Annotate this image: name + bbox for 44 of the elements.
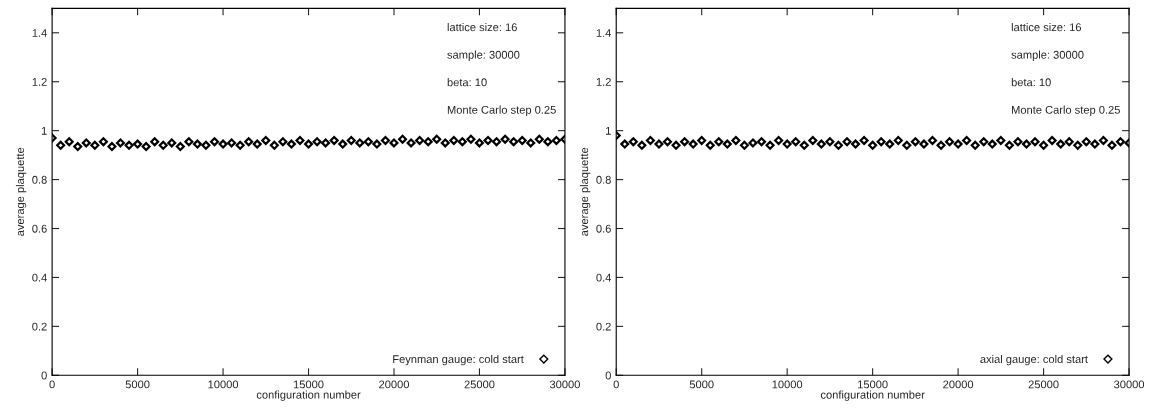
y-tick-label: 0.6 [32, 224, 47, 233]
y-tick-label: 0.2 [596, 322, 611, 331]
x-tick-label: 30000 [549, 380, 580, 389]
annotation: lattice size: 16 [1011, 23, 1082, 32]
y-tick-label: 0.8 [32, 175, 47, 184]
x-tick-label: 25000 [1028, 380, 1059, 389]
y-tick-label: 0.4 [596, 273, 612, 282]
x-tick-label: 0 [49, 380, 55, 389]
y-axis-title: average plaquette [15, 147, 27, 236]
x-tick-label: 25000 [464, 380, 495, 389]
x-tick-label: 20000 [379, 380, 410, 389]
y-tick-label: 1.2 [596, 78, 611, 86]
y-tick-label: 0.8 [596, 175, 611, 184]
x-tick-label: 15000 [293, 380, 324, 389]
x-tick-label: 5000 [689, 380, 714, 389]
x-tick-label: 10000 [208, 380, 239, 389]
legend-label: Feynman gauge: cold start [393, 354, 524, 366]
legend-label: axial gauge: cold start [980, 354, 1088, 366]
annotation: Monte Carlo step 0.25 [447, 105, 556, 116]
y-axis-title: average plaquette [580, 147, 591, 236]
x-tick-label: 0 [613, 380, 619, 389]
y-tick-label: 1.2 [32, 78, 47, 86]
x-axis-title: configuration number [820, 390, 925, 401]
x-tick-label: 5000 [125, 380, 150, 389]
y-tick-label: 0.4 [32, 273, 47, 282]
annotation: lattice size: 16 [447, 23, 517, 32]
annotation: beta: 10 [1011, 78, 1051, 87]
x-tick-label: 20000 [943, 380, 974, 389]
y-tick-label: 1.4 [596, 29, 612, 37]
y-tick-label: 0.6 [596, 224, 611, 233]
x-axis-title: configuration number [256, 390, 361, 401]
y-tick-label: 1.4 [32, 29, 47, 37]
annotation: beta: 10 [447, 78, 487, 87]
y-tick-label: 0 [41, 371, 47, 380]
y-tick-label: 1 [606, 127, 611, 135]
y-tick-label: 0 [605, 371, 611, 380]
y-tick-label: 0.2 [32, 322, 47, 331]
annotation: sample: 30000 [447, 50, 520, 61]
x-tick-label: 15000 [858, 380, 888, 389]
annotation: Monte Carlo step 0.25 [1012, 105, 1120, 116]
y-tick-label: 1 [41, 127, 47, 135]
x-tick-label: 30000 [1114, 380, 1145, 389]
annotation: sample: 30000 [1011, 50, 1084, 61]
x-tick-label: 10000 [772, 380, 803, 389]
